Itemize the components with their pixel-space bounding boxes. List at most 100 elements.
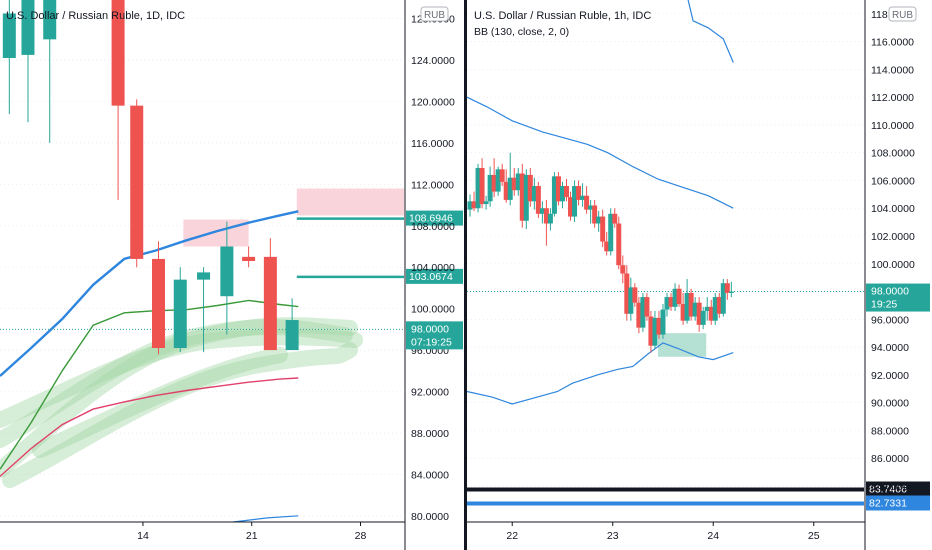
left-currency-label: RUB [424,10,445,21]
right-candle-body [712,297,718,321]
right-x-tick-label: 23 [607,530,619,542]
left-time-axis[interactable]: 14 21 28 [0,521,405,542]
left-candles [2,0,299,355]
right-candle-body [672,288,678,307]
left-chart-pane[interactable]: 108.6946 103.0674 U.S. Dollar / Russian R… [0,0,463,550]
right-candle-body [483,201,489,205]
right-candle-body [724,283,730,293]
left-x-tick-label: 14 [137,530,149,542]
left-y-tick-label: 112.0000 [411,179,454,191]
right-currency-button[interactable]: RUB [888,6,917,22]
right-y-tick-label: 116.0000 [871,37,914,49]
left-candle-body [111,0,125,106]
left-ma-red-line [0,377,299,477]
right-candle-body [716,297,722,314]
left-highlight-stroke [0,329,363,428]
left-currency-button[interactable]: RUB [420,6,449,22]
left-y-tick-label: 100.0000 [411,304,455,316]
right-zone-teal [657,333,707,357]
right-candle-body [644,297,650,317]
right-candle-body [572,186,578,217]
right-candle-body [656,317,662,335]
left-zones [183,188,404,247]
left-candle-body [263,256,277,351]
right-candle-body [519,173,525,221]
left-price-axis[interactable]: 80.000084.000088.000092.000096.0000100.0… [406,14,463,523]
right-x-tick-label: 25 [808,530,820,542]
right-y-tick-label: 110.0000 [871,120,914,132]
right-grid [467,13,864,487]
right-candle-body [616,223,622,266]
left-levels: 108.6946 103.0674 [296,210,463,284]
right-y-tick-label: 108.0000 [871,148,915,160]
left-y-tick-label: 116.0000 [411,138,454,150]
right-zones [657,333,707,357]
left-y-tick-label: 104.0000 [411,262,455,274]
right-last-price-label: 98.0000 [871,286,909,298]
right-y-tick-label: 94.0000 [871,342,909,354]
left-candle-body [285,320,299,351]
right-candle-body [620,265,626,274]
pane-divider[interactable] [464,0,467,550]
right-candle-body [535,186,541,214]
left-level-tag-label: 108.6946 [409,213,453,225]
right-candle-body [684,292,690,321]
right-candle-body [708,306,714,321]
right-candle-body [632,287,638,303]
right-candle-body [660,309,666,335]
left-last-price-label: 98.0000 [411,323,449,335]
right-bb-lower-line [466,342,734,405]
right-y-tick-label: 104.0000 [871,203,915,215]
right-y-tick-label: 102.0000 [871,231,915,243]
right-candle-body [668,297,674,307]
right-candle-body [495,169,501,192]
right-time-axis[interactable]: 22 23 24 25 [467,521,865,542]
left-candle-body [220,246,234,297]
left-x-tick-label: 28 [355,530,367,542]
left-indicator-lines [0,210,404,523]
right-candle-body [696,302,702,325]
left-y-tick-label: 80.0000 [411,511,449,523]
right-candle-body [628,287,634,314]
right-x-tick-label: 24 [707,530,719,542]
right-candle-body [652,317,658,346]
right-y-tick-label: 106.0000 [871,175,915,187]
left-candle-body [173,279,187,348]
left-bb-upper-line [0,210,299,377]
right-candle-body [491,174,497,192]
left-candle-body [130,105,144,259]
left-candle-body [2,13,16,58]
right-candle-body [640,297,646,328]
right-candle-body [568,197,574,217]
right-candle-body [592,205,598,224]
right-candle-body [467,201,473,210]
right-candle-body [503,181,509,200]
left-highlight-stroke [0,319,353,448]
right-candle-body [588,205,594,210]
right-level-tag [866,495,930,511]
right-candle-body [487,174,493,202]
right-candle-body [680,304,686,321]
right-y-tick-label: 92.0000 [871,370,909,382]
right-bb-upper-line [466,96,734,209]
right-price-axis[interactable]: 84.0000 86.0000 88.0000 90.0000 92.0000 94.00… [866,9,930,493]
right-y-tick-label: 112.0000 [871,92,914,104]
left-last-price-tag [406,321,463,350]
left-zone-pink [183,219,249,247]
right-candle-body [676,288,682,305]
right-last-price-tag [866,283,930,312]
left-candle-body [21,0,35,55]
right-y-tick-label: 88.0000 [871,425,909,437]
right-candle-body [499,169,505,182]
right-candle-body [551,176,557,214]
right-currency-label: RUB [892,10,913,21]
right-study-label[interactable]: BB (130, close, 2, 0) [474,26,569,38]
right-candle-body [511,177,517,191]
right-candle-body [580,195,586,200]
left-y-tick-label: 84.0000 [411,469,449,481]
right-candles [467,152,734,353]
right-candle-body [547,213,553,224]
